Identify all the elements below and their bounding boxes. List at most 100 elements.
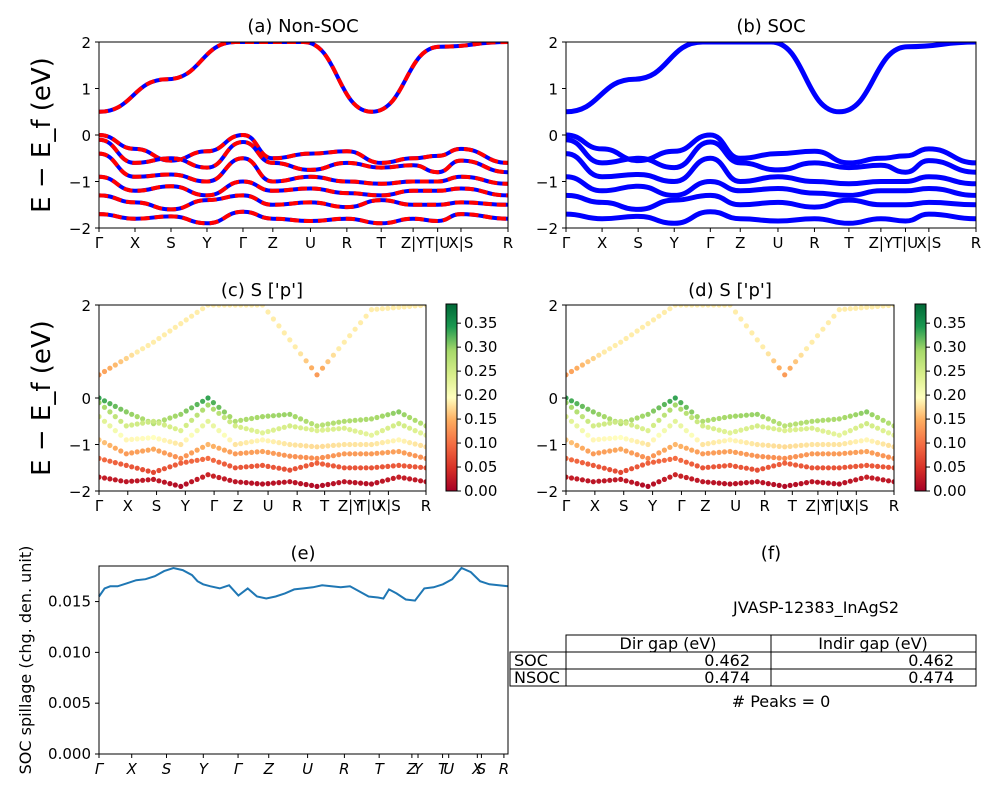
scatter-point	[358, 451, 364, 457]
scatter-point	[880, 441, 886, 447]
scatter-point	[368, 481, 375, 487]
scatter-point	[590, 409, 596, 415]
scatter-point	[787, 427, 793, 433]
scatter-point	[330, 481, 336, 487]
scatter-point	[303, 358, 309, 364]
scatter-point	[314, 423, 320, 429]
scatter-point	[341, 451, 347, 457]
scatter-point	[771, 481, 777, 488]
scatter-point	[705, 450, 711, 456]
scatter-point	[831, 416, 837, 422]
scatter-point	[407, 451, 413, 457]
scatter-point	[216, 305, 222, 308]
scatter-point	[118, 418, 124, 424]
scatter-point	[793, 454, 799, 460]
x-tick-label: X	[471, 760, 483, 778]
scatter-point	[574, 365, 580, 371]
scatter-point	[754, 423, 760, 429]
x-tick-label: Γ	[95, 497, 104, 515]
x-tick-label: T|U	[356, 497, 382, 515]
x-tick-label: R	[971, 234, 981, 252]
scatter-point	[183, 422, 189, 428]
scatter-point	[112, 414, 118, 420]
scatter-point	[194, 476, 200, 482]
scatter-point	[423, 432, 426, 438]
scatter-point	[178, 483, 184, 489]
scatter-point	[727, 305, 733, 308]
scatter-point	[210, 406, 216, 412]
scatter-point	[363, 465, 369, 471]
scatter-point	[798, 420, 804, 426]
scatter-point	[412, 417, 418, 423]
scatter-point	[787, 461, 793, 467]
scatter-point	[618, 339, 624, 345]
scatter-point	[721, 481, 728, 487]
scatter-point	[672, 455, 678, 461]
scatter-point	[716, 415, 722, 422]
scatter-point	[700, 305, 706, 308]
scatter-point	[618, 476, 624, 482]
scatter-point	[243, 464, 249, 470]
scatter-point	[243, 426, 249, 432]
scatter-point	[700, 479, 706, 485]
scatter-point	[656, 479, 662, 485]
scatter-point	[210, 423, 216, 429]
scatter-point	[200, 398, 206, 404]
scatter-point	[314, 372, 320, 378]
scatter-point	[379, 306, 385, 312]
scatter-point	[574, 409, 580, 415]
scatter-point	[782, 460, 788, 466]
scatter-point	[667, 444, 673, 450]
x-tick-label: X	[126, 760, 138, 778]
scatter-point	[683, 404, 689, 410]
scatter-point	[412, 428, 418, 434]
scatter-point	[418, 454, 424, 460]
scatter-point	[820, 428, 826, 434]
scatter-point	[205, 305, 211, 308]
scatter-point	[732, 481, 739, 487]
scatter-point	[891, 444, 894, 450]
scatter-point	[210, 305, 216, 308]
scatter-point	[590, 462, 596, 468]
scatter-point	[396, 305, 402, 310]
scatter-point	[793, 481, 799, 488]
scatter-point	[875, 463, 881, 469]
scatter-point	[259, 437, 266, 443]
scatter-point	[232, 479, 238, 485]
colorbar-tick-label: 0.25	[933, 362, 966, 380]
scatter-point	[639, 324, 646, 330]
scatter-point	[368, 432, 375, 438]
scatter-point	[145, 447, 151, 453]
scatter-point	[596, 450, 602, 456]
scatter-point	[358, 465, 364, 471]
scatter-point	[259, 305, 266, 308]
x-tick-label: Γ	[677, 497, 686, 515]
colorbar-tick-label: 0.25	[464, 362, 497, 380]
scatter-point	[749, 479, 755, 485]
scatter-point	[853, 305, 859, 311]
scatter-point	[694, 449, 700, 455]
scatter-point	[760, 454, 766, 460]
scatter-point	[167, 452, 173, 458]
scatter-point	[694, 305, 700, 308]
scatter-point	[254, 463, 260, 469]
scatter-point	[689, 461, 695, 467]
scatter-point	[418, 464, 424, 470]
scatter-point	[178, 411, 184, 417]
scatter-point	[145, 435, 151, 441]
scatter-point	[200, 407, 206, 413]
scatter-point	[760, 466, 766, 472]
x-tick-label: Γ	[562, 497, 571, 515]
scatter-point	[727, 462, 733, 468]
scatter-point	[705, 305, 711, 308]
scatter-point	[156, 420, 162, 426]
scatter-point	[314, 460, 320, 466]
x-tick-label: Γ	[234, 760, 244, 778]
scatter-point	[167, 464, 173, 470]
scatter-point	[732, 309, 739, 315]
y-tick-label: −1	[69, 437, 91, 455]
scatter-point	[566, 400, 569, 406]
scatter-point	[325, 454, 331, 460]
scatter-point	[847, 464, 853, 470]
